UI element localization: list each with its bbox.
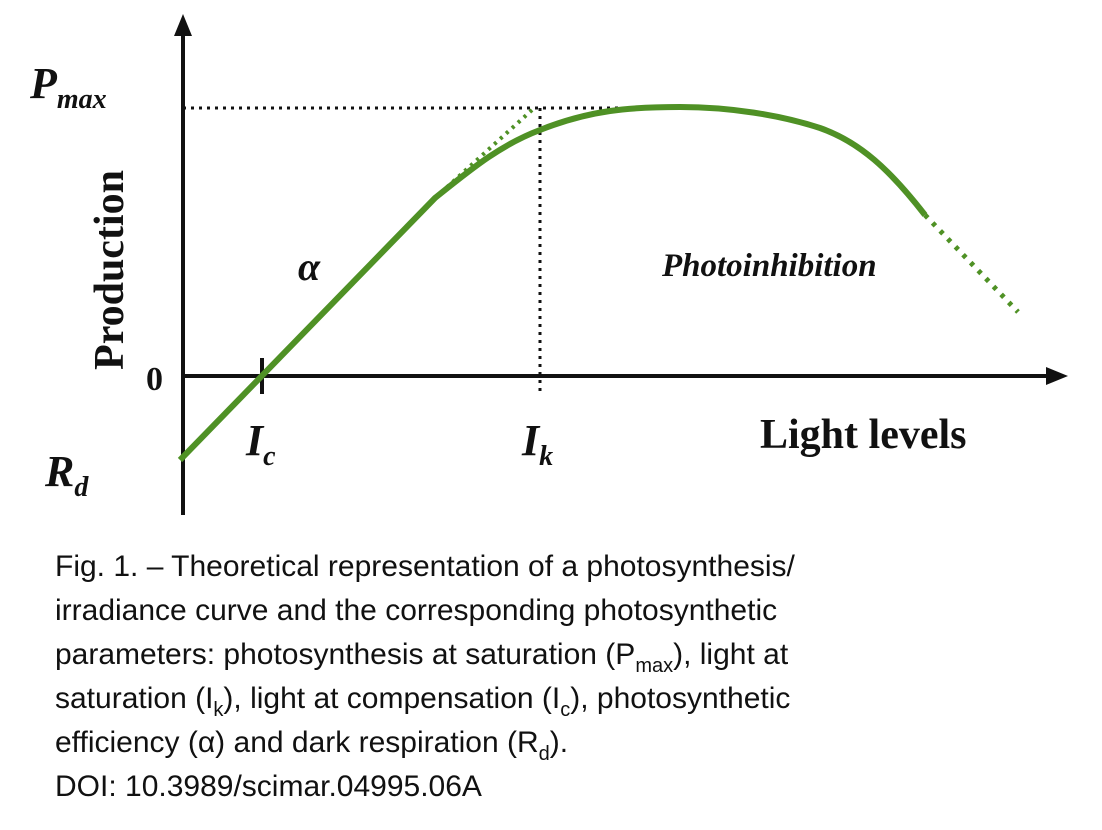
ic-label: Ic	[245, 416, 276, 472]
rd-label: Rd	[44, 447, 89, 503]
x-axis-label: Light levels	[760, 412, 967, 458]
subscript: c	[263, 441, 276, 472]
x-axis-arrow	[1046, 367, 1068, 385]
caption-subscript: d	[539, 743, 550, 765]
alpha-label: α	[298, 244, 321, 289]
subscript: d	[74, 472, 89, 503]
alpha-tangent	[433, 108, 534, 200]
y-axis-label: Production	[87, 170, 133, 370]
subscript: max	[57, 84, 107, 115]
photoinhibition-extension	[923, 213, 1020, 314]
caption-text: irradiance curve and the corresponding p…	[55, 594, 777, 627]
zero-label: 0	[146, 361, 163, 398]
caption-text: ), light at compensation (I	[223, 682, 560, 715]
caption-text: ).	[550, 726, 568, 759]
caption-text: efficiency (α) and dark respiration (R	[55, 726, 539, 759]
caption-line: saturation (Ik), light at compensation (…	[55, 682, 790, 721]
caption-line: parameters: photosynthesis at saturation…	[55, 638, 789, 677]
caption-text: Fig. 1. – Theoretical representation of …	[55, 550, 796, 583]
caption-line: efficiency (α) and dark respiration (Rd)…	[55, 726, 568, 765]
ik-label: Ik	[521, 416, 553, 472]
caption-text: ), photosynthetic	[570, 682, 790, 715]
caption-subscript: c	[560, 699, 570, 721]
caption-text: DOI: 10.3989/scimar.04995.06A	[55, 770, 482, 803]
symbol: R	[44, 447, 74, 496]
caption-subscript: k	[213, 699, 224, 721]
caption-line: Fig. 1. – Theoretical representation of …	[55, 550, 796, 583]
caption-line: irradiance curve and the corresponding p…	[55, 594, 777, 627]
y-axis-arrow	[174, 14, 192, 36]
subscript: k	[539, 441, 553, 472]
symbol: I	[245, 416, 265, 465]
caption-subscript: max	[635, 655, 673, 677]
caption-text: ), light at	[673, 638, 789, 671]
caption-text: parameters: photosynthesis at saturation…	[55, 638, 635, 671]
caption-line: DOI: 10.3989/scimar.04995.06A	[55, 770, 482, 803]
photoinhibition-label: Photoinhibition	[661, 248, 877, 284]
caption-text: saturation (I	[55, 682, 213, 715]
symbol: I	[521, 416, 541, 465]
pi-curve	[177, 103, 928, 463]
symbol: P	[29, 59, 58, 108]
pmax-label: Pmax	[29, 59, 107, 115]
